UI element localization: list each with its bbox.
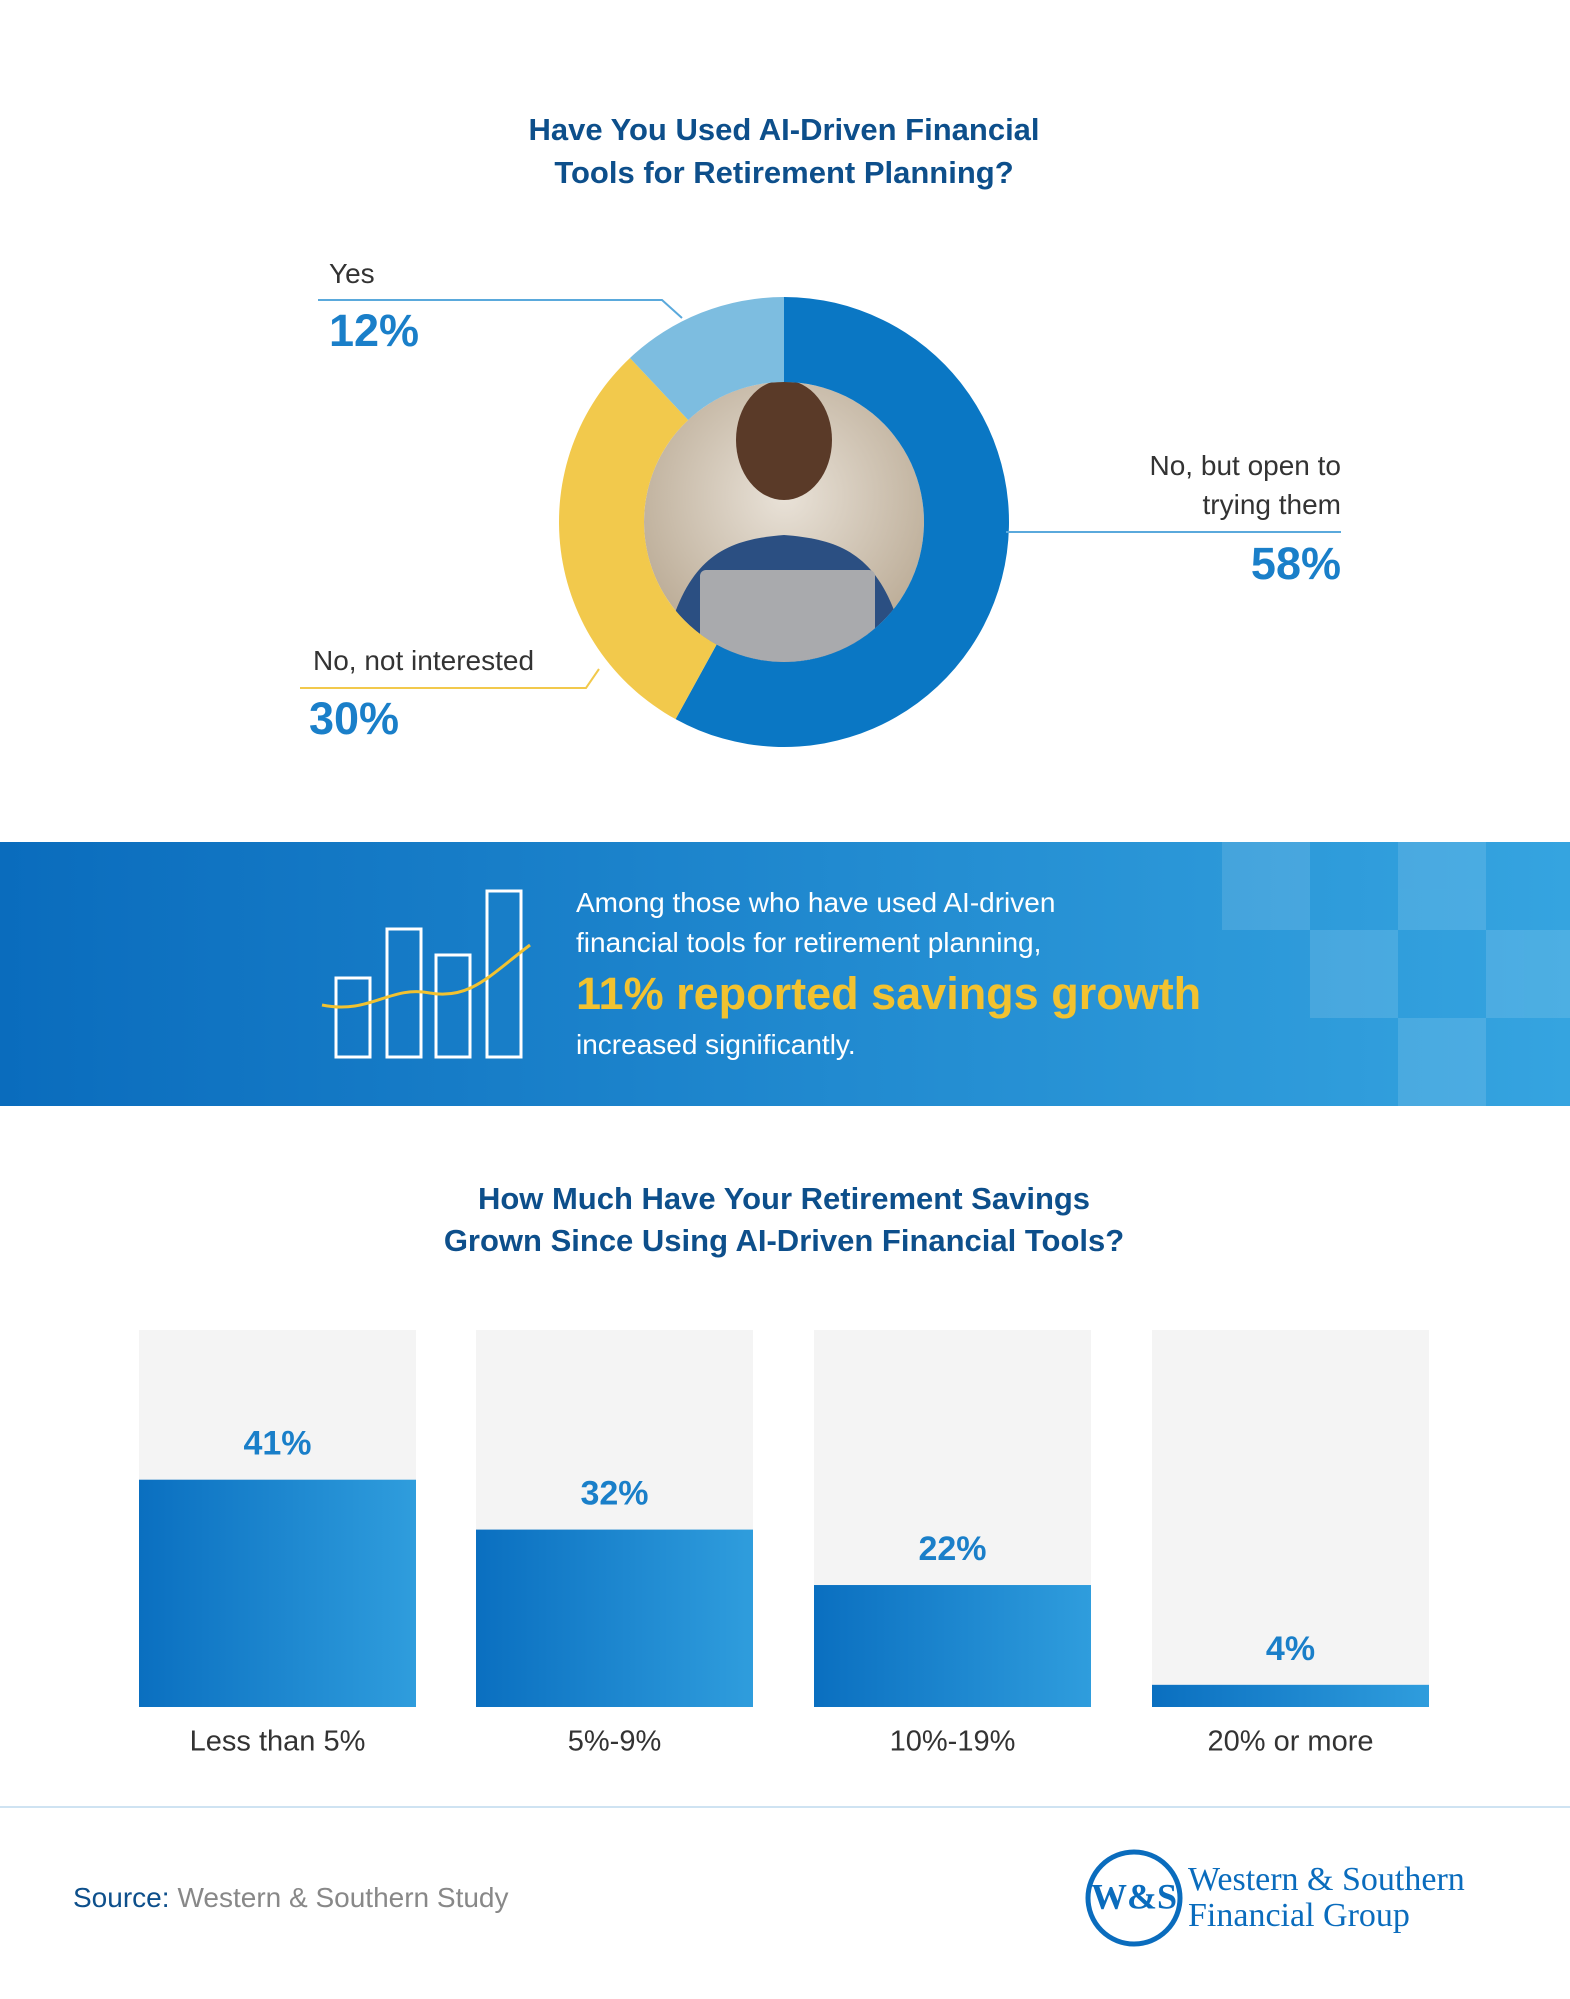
- callout-text-after: increased significantly.: [576, 1029, 856, 1060]
- chart-title: Tools for Retirement Planning?: [554, 155, 1013, 190]
- source-text: Western & Southern Study: [178, 1882, 509, 1913]
- value-label: 22%: [918, 1530, 986, 1568]
- chart-title: Grown Since Using AI-Driven Financial To…: [444, 1223, 1124, 1258]
- x-tick-label: Less than 5%: [190, 1726, 366, 1758]
- category-label: No, but open to trying them: [1149, 450, 1341, 520]
- donut-segment: [559, 357, 717, 720]
- banner: [0, 842, 1570, 1106]
- value-label: 4%: [1266, 1630, 1315, 1668]
- value-label: 41%: [243, 1425, 311, 1463]
- banner-pattern: [1222, 842, 1570, 1106]
- callout-text: Among those who have used AI-driven fina…: [576, 887, 1056, 958]
- donut-segment: [675, 297, 1010, 747]
- donut-segment: [629, 297, 784, 420]
- photo: [644, 382, 924, 662]
- bar: [476, 1529, 753, 1707]
- value-label: 32%: [580, 1475, 648, 1513]
- leader-line: [300, 668, 600, 689]
- bar: [1152, 1684, 1429, 1707]
- value-label: 58%: [1251, 538, 1341, 589]
- x-tick-label: 5%-9%: [568, 1726, 662, 1758]
- source: Source: Western & Southern Study: [73, 1882, 509, 1913]
- bar: [139, 1479, 416, 1707]
- logo: W&S Western & Southern Financial Group: [1085, 1849, 1465, 1947]
- category-label: No, not interested: [313, 645, 535, 676]
- source-label: Source:: [73, 1882, 170, 1913]
- callout-highlight: 11% reported savings growth: [576, 968, 1202, 1019]
- growth-icon: [321, 889, 531, 1059]
- value-label: 30%: [309, 693, 399, 744]
- value-label: 12%: [329, 305, 419, 356]
- leader-line: [318, 299, 683, 319]
- x-tick-label: 10%-19%: [890, 1726, 1016, 1758]
- chart-title: How Much Have Your Retirement Savings: [478, 1181, 1090, 1216]
- category-label: Yes: [329, 258, 375, 289]
- x-tick-label: 20% or more: [1207, 1726, 1373, 1758]
- logo-text: Financial Group: [1188, 1897, 1410, 1934]
- logo-ring: [1085, 1849, 1183, 1947]
- bar-track: [1152, 1330, 1429, 1707]
- bar: [814, 1585, 1091, 1707]
- logo-mark: W&S: [1091, 1876, 1177, 1916]
- chart-title: Have You Used AI-Driven Financial: [528, 112, 1039, 147]
- logo-text: Western & Southern: [1188, 1861, 1465, 1898]
- callout: Among those who have used AI-driven fina…: [576, 883, 1202, 1065]
